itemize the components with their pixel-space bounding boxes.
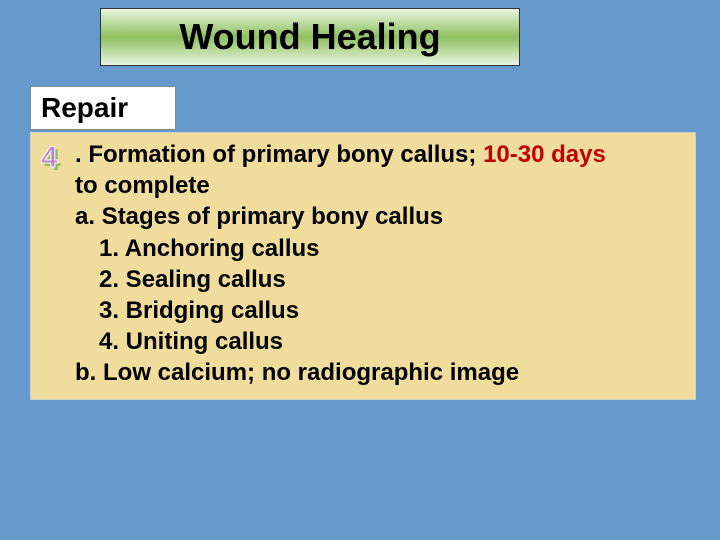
page-title: Wound Healing — [179, 16, 440, 58]
line2: to complete — [75, 172, 210, 199]
line-a: a. Stages of primary bony callus — [75, 203, 443, 230]
number-four-icon: 4 4 — [41, 141, 71, 171]
content-box: 4 4 . Formation of primary bony callus; … — [30, 132, 696, 400]
title-box: Wound Healing — [100, 8, 520, 66]
line1-prefix: . Formation of primary bony callus; — [75, 141, 483, 168]
line1-highlight: 10-30 days — [483, 141, 606, 168]
subtitle: Repair — [41, 92, 128, 124]
content-text: . Formation of primary bony callus; 10-3… — [75, 139, 685, 389]
item-1: 1. Anchoring callus — [99, 233, 320, 264]
item-4: 4. Uniting callus — [99, 326, 283, 357]
bullet-front: 4 — [41, 141, 58, 175]
bullet-row: 4 4 . Formation of primary bony callus; … — [41, 139, 685, 389]
line-b: b. Low calcium; no radiographic image — [75, 359, 519, 386]
item-2: 2. Sealing callus — [99, 264, 286, 295]
item-3: 3. Bridging callus — [99, 295, 299, 326]
subtitle-box: Repair — [30, 86, 176, 130]
